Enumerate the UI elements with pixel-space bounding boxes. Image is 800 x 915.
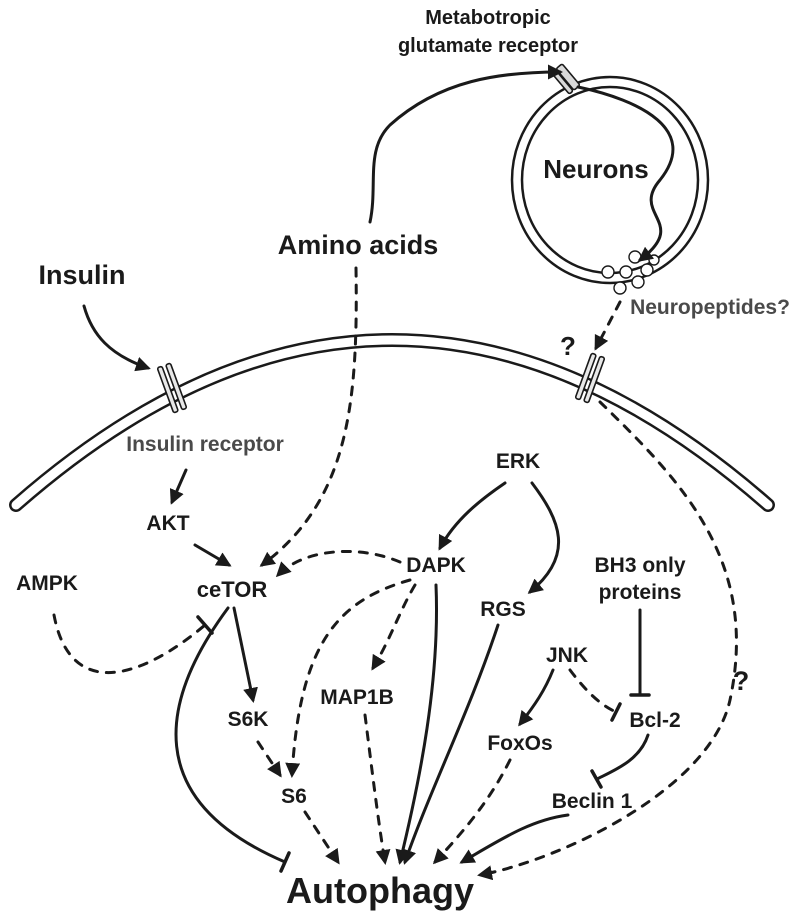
insulin-receptor-icon: [156, 362, 188, 414]
dash-inhibit-ampk-cetor: [52, 613, 207, 674]
label-map1b: MAP1B: [320, 686, 394, 709]
label-metabotropic-line2: glutamate receptor: [398, 35, 578, 57]
arrow-beclin-to-autophagy: [459, 813, 570, 864]
label-rgs: RGS: [480, 598, 526, 621]
arrow-insulin-to-receptor: [82, 304, 151, 372]
dash-neuropeptides-to-receptor: [594, 300, 622, 351]
label-question-membrane: ?: [560, 331, 576, 361]
label-s6k: S6K: [228, 708, 269, 731]
label-bcl2: Bcl-2: [629, 709, 680, 732]
label-neurons: Neurons: [543, 154, 648, 184]
label-metabotropic-line1: Metabotropic: [425, 7, 551, 29]
dash-dapk-to-s6: [285, 578, 412, 778]
label-amino-acids: Amino acids: [278, 230, 439, 260]
label-question-right: ?: [733, 666, 750, 696]
arrow-jnk-to-foxos: [518, 668, 555, 727]
label-insulin-receptor: Insulin receptor: [126, 433, 284, 456]
cell-membrane: [9, 333, 775, 512]
dash-inhibit-jnk-bcl2: [568, 668, 618, 714]
label-beclin1: Beclin 1: [552, 790, 633, 813]
dash-foxos-to-autophagy: [432, 758, 512, 865]
dash-dapk-to-cetor: [275, 549, 402, 578]
dash-s6-to-autophagy: [303, 810, 340, 865]
label-bh3-line1: BH3 only: [594, 554, 685, 577]
arrow-receptor-to-akt: [169, 468, 188, 505]
solid-arrows: [82, 64, 675, 865]
dash-amino-to-cetor: [259, 266, 358, 567]
arrow-rgs-to-autophagy: [401, 623, 500, 865]
label-foxos: FoxOs: [487, 732, 552, 755]
arrow-cetor-to-s6k: [232, 606, 258, 703]
dash-dapk-to-map1b: [371, 583, 417, 671]
solid-inhibitions: [174, 606, 651, 873]
neuropeptide-vesicles-icon: [601, 250, 660, 295]
label-insulin: Insulin: [39, 260, 126, 290]
dash-s6k-to-s6: [256, 740, 282, 778]
label-jnk: JNK: [546, 644, 588, 667]
label-akt: AKT: [146, 512, 189, 535]
arrow-erk-to-dapk: [438, 481, 507, 551]
dashed-arrows: [256, 266, 738, 881]
label-neuropeptides: Neuropeptides?: [630, 296, 790, 319]
metabotropic-receptor-icon: [551, 63, 581, 95]
label-autophagy: Autophagy: [286, 870, 474, 911]
neuropeptide-receptor-icon: [574, 352, 606, 404]
arrow-erk-to-rgs: [527, 481, 560, 594]
label-dapk: DAPK: [406, 554, 466, 577]
inhibit-cetor-autophagy: [174, 606, 287, 864]
arrow-akt-to-cetor: [193, 543, 232, 567]
label-bh3-line2: proteins: [599, 581, 682, 604]
arrow-dapk-to-autophagy: [395, 583, 438, 865]
label-erk: ERK: [496, 450, 540, 473]
dash-receptor-to-autophagy: [477, 400, 738, 881]
label-ampk: AMPK: [16, 572, 78, 595]
label-s6: S6: [281, 785, 307, 808]
label-cetor: ceTOR: [197, 577, 268, 602]
arrow-amino-to-mglur: [368, 64, 563, 224]
dash-map1b-to-autophagy: [363, 713, 391, 865]
inhibit-bcl2-beclin: [595, 733, 650, 781]
arrow-mglur-to-neuropeptides: [576, 85, 675, 262]
dashed-inhibitions: [52, 613, 622, 722]
